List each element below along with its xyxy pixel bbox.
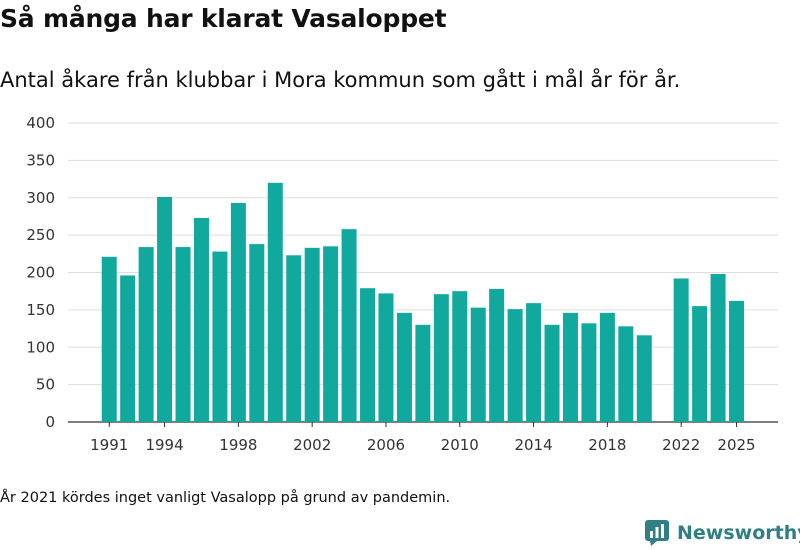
x-tick-label: 2025 bbox=[717, 436, 755, 454]
bar bbox=[581, 323, 597, 422]
bar-chart: 0 50 100 150 200 250 300 350 400 1991 1994 1998 200… bbox=[26, 114, 778, 454]
x-tick-label: 1991 bbox=[90, 436, 128, 454]
bar bbox=[193, 217, 209, 422]
bars bbox=[101, 182, 745, 422]
bar bbox=[101, 256, 117, 422]
x-axis-tick-labels: 1991 1994 1998 2002 2006 2010 2014 2018 2022 2025 bbox=[90, 422, 756, 454]
chart-title: Så många har klarat Vasaloppet bbox=[0, 4, 447, 33]
bar bbox=[470, 307, 486, 422]
bar bbox=[562, 312, 578, 422]
bar bbox=[692, 306, 708, 422]
bar bbox=[138, 247, 154, 422]
bar bbox=[175, 247, 191, 422]
bar bbox=[120, 275, 136, 422]
bar bbox=[489, 288, 505, 422]
bar bbox=[212, 251, 228, 422]
y-axis-tick-labels: 0 50 100 150 200 250 300 350 400 bbox=[26, 114, 55, 431]
bar bbox=[526, 303, 542, 422]
footnote: År 2021 kördes inget vanligt Vasalopp på… bbox=[0, 490, 451, 506]
y-tick-label: 150 bbox=[26, 301, 55, 319]
bar bbox=[249, 244, 265, 422]
y-tick-label: 400 bbox=[26, 114, 55, 132]
y-tick-label: 350 bbox=[26, 151, 55, 169]
newsworthy-logo-icon bbox=[645, 520, 669, 546]
brand-name: Newsworthy bbox=[677, 522, 800, 544]
bar bbox=[360, 288, 376, 422]
x-tick-label: 2010 bbox=[441, 436, 479, 454]
bar bbox=[286, 255, 302, 422]
bar bbox=[415, 324, 431, 422]
y-tick-label: 250 bbox=[26, 226, 55, 244]
y-tick-label: 100 bbox=[26, 338, 55, 356]
bar bbox=[710, 273, 726, 422]
bar bbox=[323, 246, 339, 422]
x-tick-label: 2002 bbox=[293, 436, 331, 454]
bar bbox=[599, 312, 615, 422]
x-tick-label: 2022 bbox=[662, 436, 700, 454]
bar bbox=[267, 182, 283, 422]
y-tick-label: 300 bbox=[26, 189, 55, 207]
bar bbox=[433, 294, 449, 422]
bar bbox=[341, 229, 357, 422]
bar bbox=[544, 324, 560, 422]
bar bbox=[507, 309, 523, 422]
x-tick-label: 2006 bbox=[367, 436, 405, 454]
y-tick-label: 200 bbox=[26, 264, 55, 282]
bar bbox=[673, 278, 689, 422]
bar bbox=[729, 300, 745, 422]
y-tick-label: 0 bbox=[45, 413, 55, 431]
y-tick-label: 50 bbox=[36, 376, 55, 394]
x-tick-label: 1998 bbox=[219, 436, 257, 454]
bar bbox=[396, 312, 412, 422]
x-tick-label: 2018 bbox=[588, 436, 626, 454]
bar bbox=[230, 202, 246, 422]
bar bbox=[304, 247, 320, 422]
x-tick-label: 2014 bbox=[514, 436, 552, 454]
bar bbox=[618, 326, 634, 422]
bar bbox=[378, 293, 394, 422]
chart-subtitle: Antal åkare från klubbar i Mora kommun s… bbox=[0, 68, 681, 92]
bar bbox=[157, 197, 173, 422]
x-tick-label: 1994 bbox=[145, 436, 183, 454]
brand-logo: Newsworthy bbox=[645, 518, 800, 548]
bar bbox=[452, 291, 468, 422]
bar bbox=[636, 335, 652, 422]
